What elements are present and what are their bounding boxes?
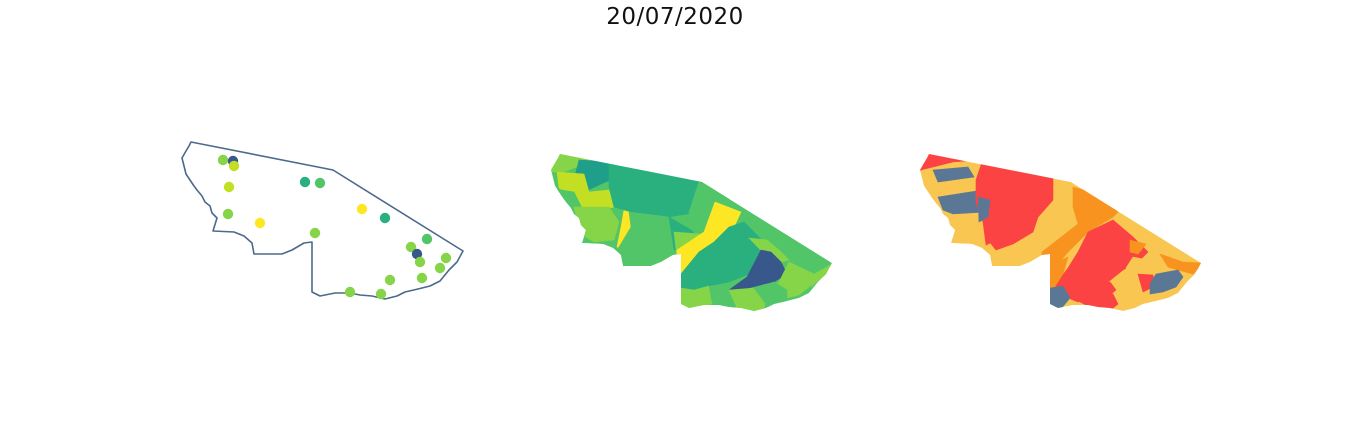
- municipality-point: [384, 274, 396, 286]
- municipality-point: [405, 241, 417, 253]
- region: [1159, 253, 1201, 275]
- municipality-point: [440, 252, 452, 264]
- region: [1129, 239, 1147, 255]
- region: [808, 262, 832, 288]
- choropleth-risk: [920, 154, 1201, 311]
- region: [932, 166, 975, 183]
- municipality-point: [379, 212, 391, 224]
- region: [1097, 281, 1117, 299]
- municipality-point: [223, 181, 235, 193]
- regions-risk: [920, 154, 1201, 311]
- municipality-points: [217, 154, 452, 300]
- region: [937, 189, 987, 215]
- municipality-point: [411, 248, 423, 260]
- municipality-point: [222, 208, 234, 220]
- municipality-point: [414, 256, 426, 268]
- municipality-point: [421, 233, 433, 245]
- municipality-point: [228, 160, 240, 172]
- region: [1149, 269, 1184, 295]
- region: [987, 211, 1039, 251]
- municipality-point: [314, 177, 326, 189]
- region: [727, 249, 788, 291]
- municipality-point: [375, 288, 387, 300]
- municipality-point: [416, 272, 428, 284]
- municipality-point: [217, 154, 229, 166]
- figure-title: 20/07/2020: [606, 4, 744, 30]
- municipality-point: [254, 217, 266, 229]
- region: [573, 206, 620, 243]
- municipality-point: [299, 176, 311, 188]
- region: [753, 281, 788, 309]
- points-map: [181, 141, 464, 300]
- region: [1049, 285, 1071, 311]
- region: [618, 211, 670, 263]
- municipality-point: [309, 227, 321, 239]
- region: [608, 161, 705, 218]
- municipality-point: [356, 203, 368, 215]
- choropleth-viridis: [551, 154, 832, 311]
- municipality-point: [344, 286, 356, 298]
- state-outline: [181, 141, 464, 300]
- municipality-point: [434, 262, 446, 274]
